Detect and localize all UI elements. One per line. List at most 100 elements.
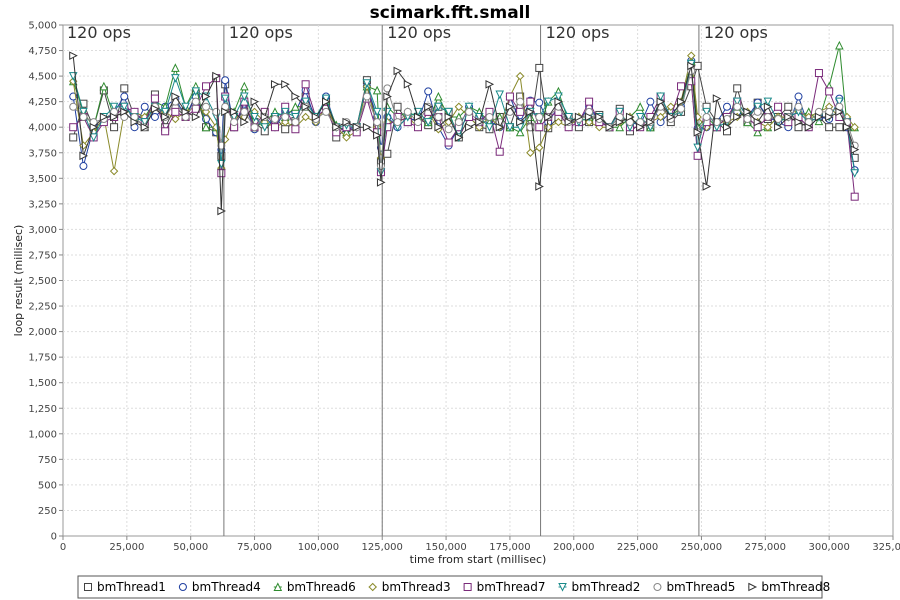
data-point [161, 112, 170, 122]
data-point [79, 112, 88, 121]
data-point [794, 102, 803, 111]
data-point [535, 112, 544, 121]
data-point [763, 97, 773, 107]
data-point [362, 92, 371, 101]
x-tick-label: 25,000 [109, 542, 144, 553]
phase-ops-label: 120 ops [704, 23, 768, 42]
data-point [444, 125, 453, 134]
data-point [270, 79, 280, 89]
data-point [79, 162, 88, 171]
data-point [220, 94, 230, 104]
data-point [454, 102, 464, 111]
phase-ops-label: 120 ops [546, 23, 610, 42]
phase-ops-label: 120 ops [387, 23, 451, 42]
data-point [171, 74, 180, 83]
data-point [656, 112, 665, 122]
data-point [171, 107, 180, 116]
data-point [150, 94, 159, 103]
data-point [89, 133, 98, 143]
x-tick-label: 100,000 [298, 542, 339, 553]
data-point [850, 169, 860, 178]
data-point [693, 128, 703, 137]
data-point [535, 182, 544, 191]
data-point [702, 182, 712, 191]
legend-item-bmThread7: bmThread7 [463, 580, 546, 594]
legend-label: bmThread6 [287, 580, 356, 594]
data-point [150, 112, 159, 121]
data-point [217, 169, 226, 178]
data-point [677, 104, 686, 113]
data-point [270, 123, 279, 132]
legend-label: bmThread7 [477, 580, 546, 594]
axes: 0 25,000 50,000 75,000 100,000 125,000 150,000… [28, 21, 900, 554]
x-tick-label: 275,000 [745, 542, 786, 553]
data-point [666, 102, 676, 111]
data-point [89, 122, 99, 132]
data-point [584, 117, 594, 127]
legend-item-bmThread5: bmThread5 [653, 580, 735, 594]
data-point [119, 102, 129, 112]
x-tick-label: 75,000 [237, 542, 272, 553]
data-point [564, 112, 573, 122]
data-point [505, 102, 515, 112]
data-point [850, 192, 859, 201]
legend-marker [84, 583, 92, 591]
legend-box [77, 575, 823, 599]
data-point [424, 87, 433, 96]
data-point [843, 122, 852, 132]
data-point [835, 107, 844, 117]
data-point [230, 107, 239, 117]
data-point [733, 84, 742, 93]
data-point [110, 123, 119, 132]
data-point [702, 107, 711, 117]
data-point [535, 63, 544, 72]
data-point [79, 107, 88, 117]
data-point [250, 97, 260, 106]
legend-item-bmThread1: bmThread1 [84, 580, 166, 594]
data-point [352, 122, 362, 132]
data-point [160, 107, 170, 117]
data-point [687, 61, 696, 71]
x-axis-label: time from start (millisec) [410, 553, 547, 566]
data-point [434, 112, 443, 121]
data-point [240, 81, 249, 91]
data-point [774, 102, 783, 111]
data-point [301, 97, 310, 107]
data-point [250, 123, 259, 132]
data-point [110, 112, 119, 122]
data-point [280, 107, 290, 117]
data-point [372, 85, 382, 95]
data-point [240, 92, 249, 102]
y-tick-label: 4,250 [28, 97, 57, 108]
data-point [221, 107, 230, 117]
legend: bmThread1 bmThread4 bmThread6 bmThread3 bmTh… [77, 575, 830, 599]
data-point [526, 107, 535, 117]
data-point [505, 92, 514, 101]
data-point [311, 112, 321, 122]
x-tick-label: 325,000 [872, 542, 900, 553]
legend-label: bmThread5 [666, 580, 735, 594]
data-point [301, 112, 310, 122]
y-tick-label: 3,000 [28, 225, 57, 236]
data-point [201, 122, 211, 132]
data-point [281, 125, 290, 134]
data-point [505, 123, 515, 132]
series-group [68, 40, 860, 216]
data-point [635, 112, 645, 122]
data-point [784, 112, 793, 122]
data-point [693, 151, 702, 160]
data-point [291, 125, 300, 134]
data-point [516, 107, 525, 116]
data-point [615, 107, 625, 117]
data-point [554, 92, 563, 102]
data-point [753, 102, 762, 112]
x-tick-label: 200,000 [553, 542, 594, 553]
data-point [69, 51, 78, 60]
y-tick-label: 2,500 [28, 276, 57, 287]
data-point [646, 97, 655, 106]
data-point [140, 118, 150, 127]
data-point [794, 92, 803, 101]
x-tick-label: 250,000 [681, 542, 722, 553]
data-point [69, 133, 78, 142]
y-tick-label: 4,750 [28, 46, 57, 57]
